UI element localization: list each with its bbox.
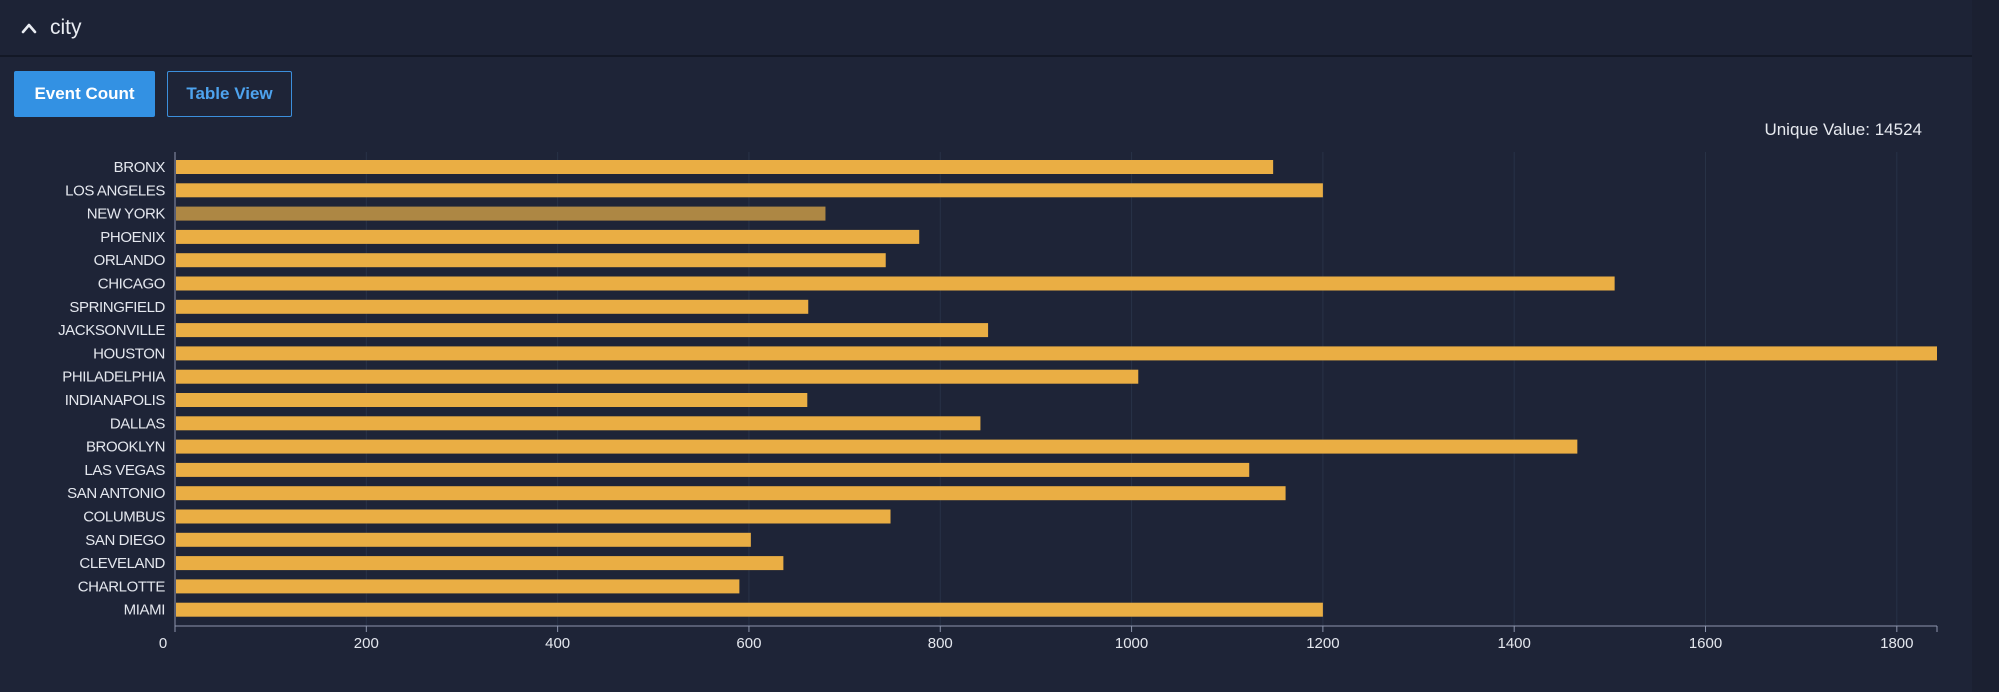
bar-new-york bbox=[176, 206, 826, 221]
bar-columbus bbox=[176, 509, 891, 524]
category-label: DALLAS bbox=[110, 415, 166, 432]
category-label: SPRINGFIELD bbox=[69, 299, 165, 316]
x-tick-label: 1200 bbox=[1306, 635, 1339, 652]
event-count-tab[interactable]: Event Count bbox=[14, 71, 155, 117]
bar-las-vegas bbox=[176, 462, 1250, 477]
bar-dallas bbox=[176, 416, 981, 431]
x-tick-label: 800 bbox=[928, 635, 953, 652]
x-tick-label: 200 bbox=[354, 635, 379, 652]
bar-bronx bbox=[176, 160, 1274, 174]
category-label: SAN ANTONIO bbox=[67, 485, 165, 502]
category-label: CHICAGO bbox=[98, 276, 165, 293]
chevron-up-icon[interactable] bbox=[14, 13, 44, 43]
x-tick-label: 1000 bbox=[1115, 635, 1148, 652]
bar-jacksonville bbox=[176, 323, 989, 338]
x-tick-label: 1400 bbox=[1498, 635, 1531, 652]
scrollbar[interactable] bbox=[1972, 0, 1999, 692]
category-label: JACKSONVILLE bbox=[58, 322, 165, 339]
panel-header[interactable]: city bbox=[0, 0, 1972, 57]
bar-philadelphia bbox=[176, 369, 1139, 384]
x-tick-label: 600 bbox=[736, 635, 761, 652]
bar-springfield bbox=[176, 299, 809, 314]
category-label: LAS VEGAS bbox=[84, 462, 165, 479]
bar-phoenix bbox=[176, 229, 920, 244]
category-label: HOUSTON bbox=[93, 345, 165, 362]
category-label: CHARLOTTE bbox=[78, 578, 166, 595]
panel-title: city bbox=[50, 15, 82, 39]
category-label: NEW YORK bbox=[87, 206, 166, 223]
x-tick-label: 400 bbox=[545, 635, 570, 652]
table-view-tab[interactable]: Table View bbox=[167, 71, 292, 117]
bar-indianapolis bbox=[176, 393, 808, 407]
category-label: COLUMBUS bbox=[83, 509, 165, 526]
category-label: BRONX bbox=[114, 159, 166, 176]
bar-chicago bbox=[176, 276, 1615, 291]
bar-cleveland bbox=[176, 556, 784, 571]
category-label: PHOENIX bbox=[100, 229, 165, 246]
bar-brooklyn bbox=[176, 439, 1578, 454]
bar-san-diego bbox=[176, 532, 751, 547]
bar-los-angeles bbox=[176, 183, 1323, 198]
category-label: SAN DIEGO bbox=[85, 532, 165, 549]
x-tick-label: 1800 bbox=[1880, 635, 1913, 652]
category-label: ORLANDO bbox=[94, 252, 165, 269]
bar-san-antonio bbox=[176, 486, 1286, 501]
x-tick-label: 1600 bbox=[1689, 635, 1722, 652]
category-label: BROOKLYN bbox=[86, 439, 165, 456]
category-label: CLEVELAND bbox=[79, 555, 165, 572]
category-label: INDIANAPOLIS bbox=[65, 392, 166, 409]
bar-houston bbox=[176, 346, 1937, 361]
category-label: PHILADELPHIA bbox=[62, 369, 165, 386]
x-tick-label: 0 bbox=[159, 635, 167, 652]
bar-orlando bbox=[176, 253, 886, 268]
bar-charlotte bbox=[176, 579, 740, 594]
unique-value-count: Unique Value: 14524 bbox=[1764, 120, 1922, 139]
category-label: MIAMI bbox=[124, 602, 165, 619]
category-label: LOS ANGELES bbox=[65, 182, 165, 199]
bar-miami bbox=[176, 602, 1323, 617]
